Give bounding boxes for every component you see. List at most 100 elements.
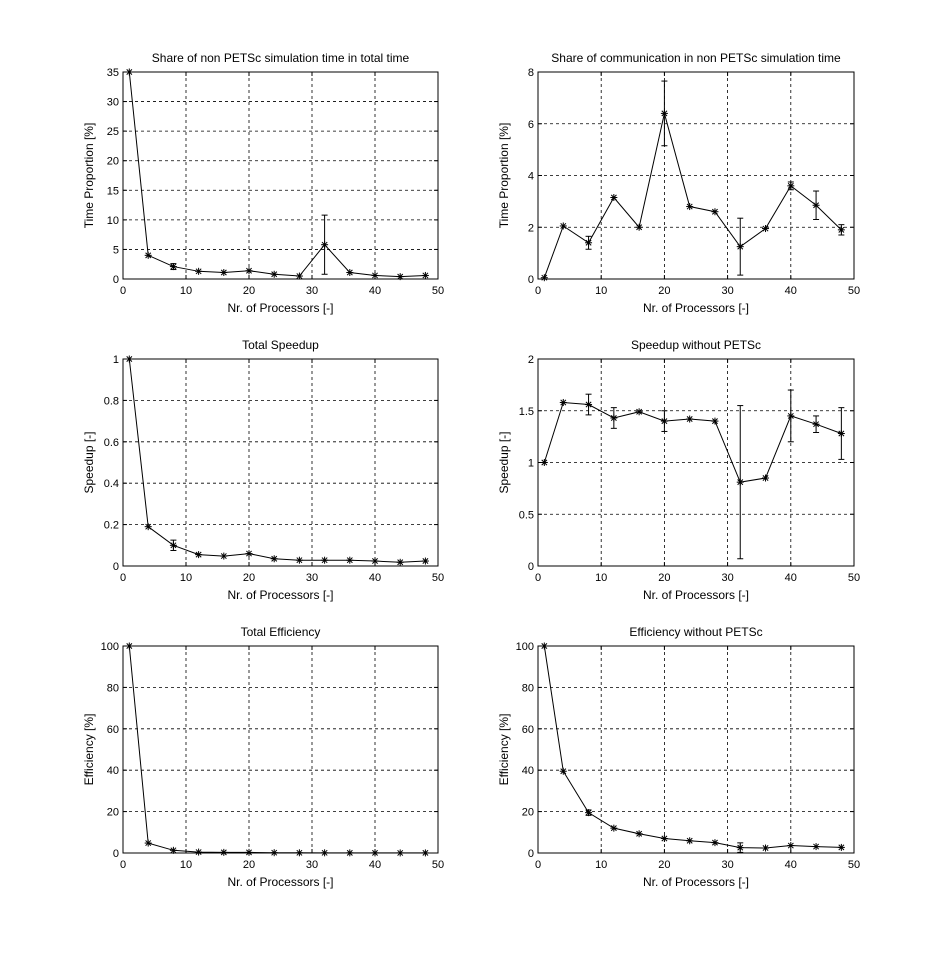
y-tick-label: 0.8 [104,395,119,407]
data-point [736,844,744,852]
data-point [421,849,429,857]
data-point [837,843,845,851]
chart-panel-1: 0 10 20 30 40 50 0 5 10 15 20 25 30 35 Share of non PE… [82,51,444,315]
data-point [321,556,329,564]
x-tick-label: 10 [180,572,192,584]
y-axis-label: Efficiency [%] [497,714,511,786]
x-tick-label: 40 [785,859,797,871]
y-tick-label: 0 [113,561,119,573]
data-point [346,556,354,564]
y-tick-label: 80 [522,682,534,694]
data-point [736,478,744,486]
data-point [559,767,567,775]
data-point [540,274,548,282]
x-tick-label: 0 [535,285,541,297]
x-tick-label: 50 [432,285,444,297]
data-point [812,420,820,428]
data-point [245,550,253,558]
y-tick-label: 10 [107,215,119,227]
data-point [270,270,278,278]
x-tick-label: 20 [658,859,670,871]
data-point [125,68,133,76]
x-tick-label: 40 [785,572,797,584]
x-tick-label: 0 [535,572,541,584]
data-point [371,849,379,857]
y-tick-label: 6 [528,119,534,131]
x-tick-label: 30 [306,859,318,871]
y-tick-label: 0 [113,274,119,286]
x-tick-label: 20 [243,859,255,871]
x-tick-label: 50 [848,859,860,871]
data-point [686,415,694,423]
chart-title: Share of non PETSc simulation time in to… [152,51,410,65]
data-point [220,848,228,856]
y-tick-label: 0 [528,848,534,860]
data-point [371,557,379,565]
y-tick-label: 80 [107,682,119,694]
y-tick-label: 100 [516,641,534,653]
data-point [660,417,668,425]
y-axis-label: Time Proportion [%] [82,123,96,229]
data-point [396,558,404,566]
y-axis-label: Efficiency [%] [82,714,96,786]
y-tick-label: 0.5 [519,509,534,521]
y-tick-label: 20 [107,807,119,819]
chart-panel-3: 0 10 20 30 40 50 0 0.2 0.4 0.6 0.8 1 Total Speedup Nr… [82,338,444,602]
data-point [762,844,770,852]
data-point [295,556,303,564]
x-tick-label: 20 [658,572,670,584]
data-point [371,271,379,279]
y-axis-label: Speedup [-] [497,431,511,493]
x-tick-label: 40 [369,859,381,871]
data-point [195,267,203,275]
data-point [125,642,133,650]
y-axis-label: Speedup [-] [82,431,96,493]
data-point [220,268,228,276]
chart-title: Efficiency without PETSc [629,625,762,639]
chart-panel-2: 0 10 20 30 40 50 0 2 4 6 8 Share of communication i… [497,51,860,315]
data-point [787,412,795,420]
data-point [245,848,253,856]
data-point [421,557,429,565]
data-point [169,846,177,854]
chart-title: Share of communication in non PETSc simu… [551,51,841,65]
x-axis-label: Nr. of Processors [-] [643,875,749,889]
x-axis-label: Nr. of Processors [-] [643,588,749,602]
data-point [610,193,618,201]
y-tick-label: 0 [528,274,534,286]
y-tick-label: 40 [107,765,119,777]
x-tick-label: 40 [785,285,797,297]
data-point [711,208,719,216]
plot-area [122,358,439,567]
data-point [144,523,152,531]
x-tick-label: 10 [595,859,607,871]
data-point [711,417,719,425]
x-tick-label: 30 [721,572,733,584]
y-tick-label: 1 [528,458,534,470]
x-tick-label: 0 [120,859,126,871]
data-point [220,552,228,560]
chart-panel-4: 0 10 20 30 40 50 0 0.5 1 1.5 2 Speedup without PETS… [497,338,860,602]
data-point [421,271,429,279]
y-tick-label: 0 [113,848,119,860]
data-point [144,839,152,847]
data-point [270,555,278,563]
y-tick-label: 4 [528,171,534,183]
x-tick-label: 30 [306,285,318,297]
data-point [686,837,694,845]
plot-area [122,645,439,854]
x-tick-label: 0 [120,285,126,297]
x-tick-label: 50 [848,572,860,584]
data-point [762,474,770,482]
y-tick-label: 30 [107,97,119,109]
data-point [169,263,177,271]
data-point [837,226,845,234]
x-tick-label: 20 [243,572,255,584]
data-point [195,551,203,559]
data-point [245,267,253,275]
data-point [295,272,303,280]
y-tick-label: 2 [528,354,534,366]
y-axis-label: Time Proportion [%] [497,123,511,229]
chart-panel-5: 0 10 20 30 40 50 0 20 40 60 80 100 Total Efficiency N… [82,625,444,889]
